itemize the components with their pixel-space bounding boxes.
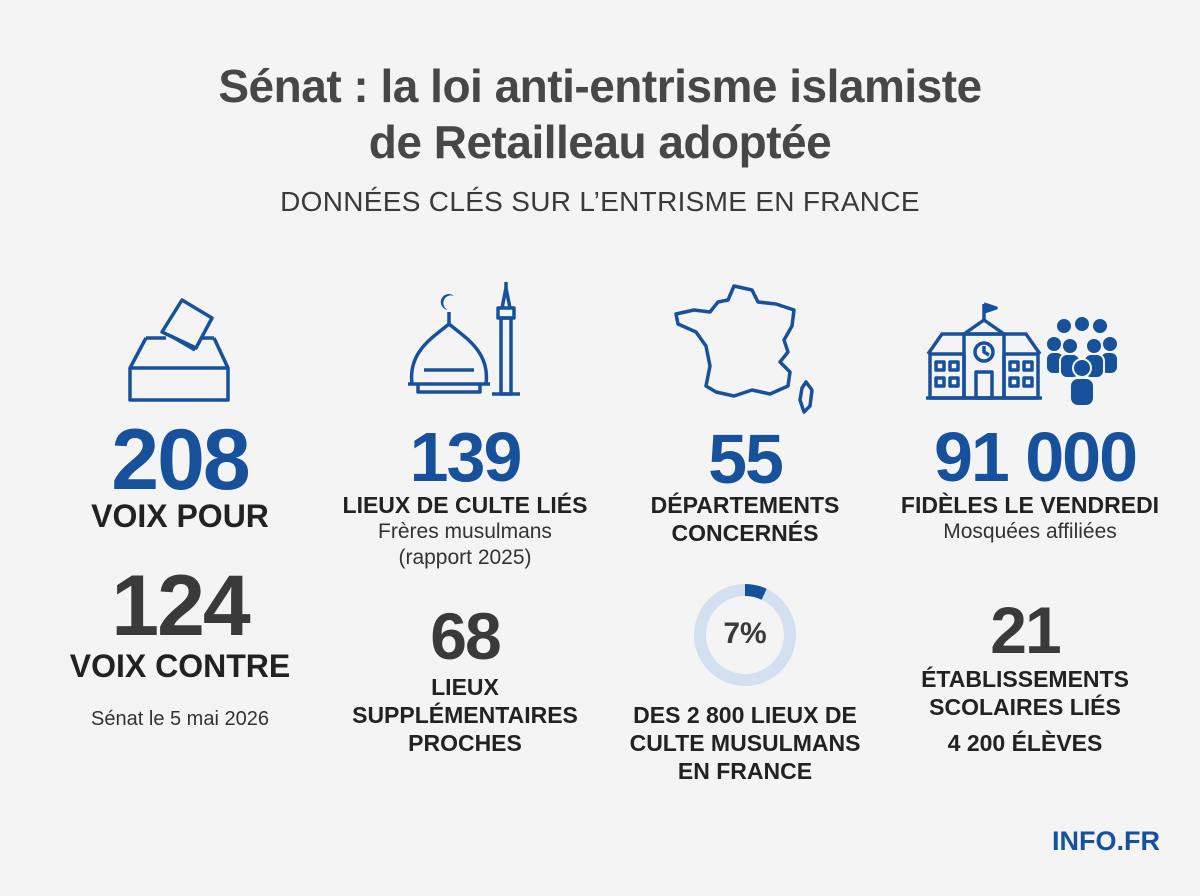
cult-label: LIEUX DE CULTE LIÉS	[342, 492, 588, 518]
votes-contre-value: 124	[111, 558, 251, 654]
schools-label-2: SCOLAIRES LIÉS	[929, 694, 1121, 720]
title-line-2: de Retailleau adoptée	[368, 116, 832, 168]
percent-text: 7%	[723, 617, 767, 650]
cult-value: 139	[409, 418, 523, 496]
departments-value: 55	[708, 420, 784, 498]
schools-label-1: ÉTABLISSEMENTS	[921, 666, 1129, 692]
mosque-icon	[408, 282, 520, 396]
cult-extra-label-1: LIEUX	[431, 674, 499, 700]
ballot-box-icon	[128, 298, 230, 402]
faithful-label: FIDÈLES LE VENDREDI	[900, 492, 1160, 518]
title-line-1: Sénat : la loi anti-entrisme islamiste	[218, 60, 982, 112]
ring-label-1: DES 2 800 LIEUX DE	[633, 702, 857, 728]
votes-contre-label: VOIX CONTRE	[69, 648, 291, 684]
cult-note-2: (rapport 2025)	[398, 546, 532, 569]
votes-pour-label: VOIX POUR	[91, 498, 269, 534]
school-icon	[926, 302, 1042, 400]
votes-pour-value: 208	[111, 412, 251, 508]
cult-extra-label-2: SUPPLÉMENTAIRES	[352, 702, 578, 728]
cult-extra-label-3: PROCHES	[408, 730, 522, 756]
cult-note-1: Frères musulmans	[378, 520, 552, 543]
ring-label-2: CULTE MUSULMANS	[629, 730, 861, 756]
departments-label-2: CONCERNÉS	[671, 520, 819, 546]
ring-label-3: EN FRANCE	[677, 758, 813, 784]
faithful-value: 91 000	[933, 418, 1138, 496]
faithful-note: Mosquées affiliées	[943, 520, 1117, 543]
departments-label-1: DÉPARTEMENTS	[650, 492, 840, 518]
students-count: 4 200 ÉLÈVES	[947, 730, 1103, 756]
percent-ring	[694, 584, 796, 686]
cult-extra-value: 68	[430, 599, 501, 673]
france-map-icon	[674, 284, 814, 414]
brand-logo: INFO.FR	[1052, 826, 1160, 856]
votes-date-note: Sénat le 5 mai 2026	[91, 708, 269, 730]
subtitle: DONNÉES CLÉS SUR L’ENTRISME EN FRANCE	[280, 186, 920, 217]
page-title: Sénat : la loi anti-entrisme islamiste d…	[0, 58, 1200, 170]
crowd-icon	[1045, 316, 1119, 407]
percent-ring-arc	[694, 584, 796, 686]
schools-value: 21	[990, 593, 1061, 667]
